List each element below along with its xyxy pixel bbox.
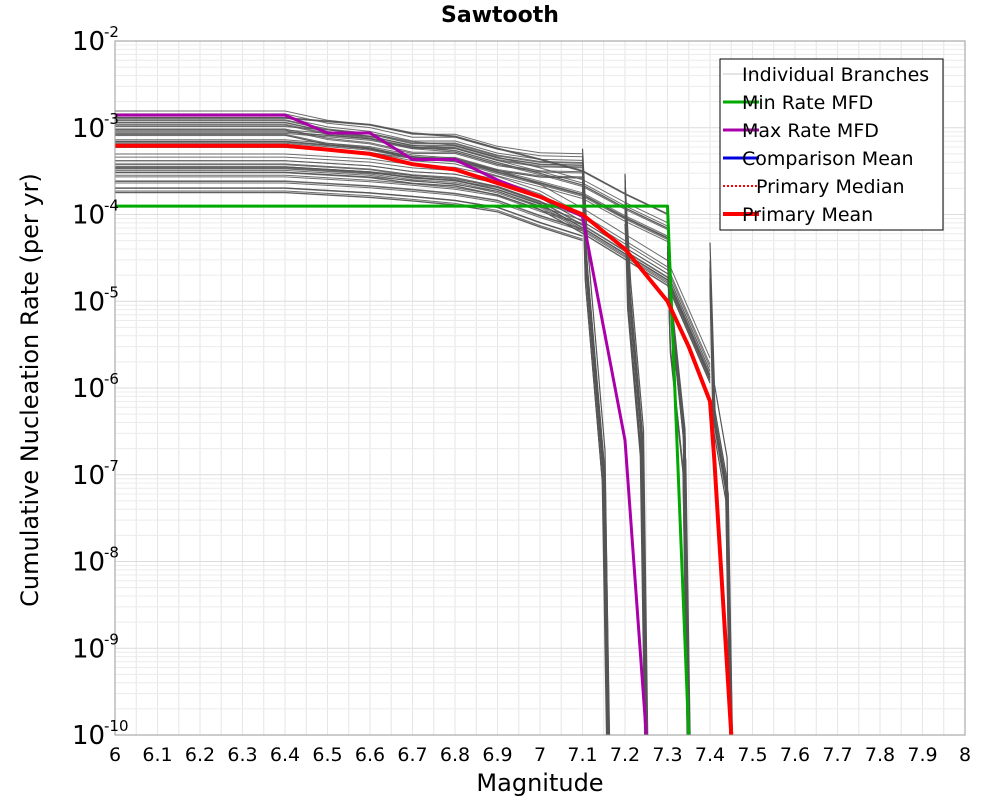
branch-line-branches-mid-upper [115, 142, 668, 240]
y-tick-exponent: -10 [104, 717, 129, 735]
y-tick-exponent: -9 [104, 630, 119, 648]
series-line-primary-mean [115, 143, 734, 736]
legend-label: Min Rate MFD [742, 92, 873, 114]
x-tick-label: 7.1 [567, 744, 597, 766]
legend-label: Primary Mean [742, 204, 873, 226]
branch-line-branches-lower [115, 187, 583, 237]
x-tick-label: 7.6 [780, 744, 810, 766]
branch-line-branches-upper [115, 110, 583, 155]
x-tick-label: 6.9 [482, 744, 512, 766]
y-axis-label: Cumulative Nucleation Rate (per yr) [16, 173, 44, 607]
chart-title: Sawtooth [441, 3, 559, 28]
x-tick-label: 7.9 [907, 744, 937, 766]
series-line-max-rate-mfd [115, 113, 648, 736]
x-tick-label: 6.4 [270, 744, 300, 766]
y-tick-exponent: -5 [104, 283, 119, 301]
x-tick-label: 7.5 [737, 744, 767, 766]
branch-line-branches-upper [115, 119, 583, 163]
x-tick-label: 6.3 [227, 744, 257, 766]
y-tick-exponent: -6 [104, 370, 119, 388]
branch-lines [115, 110, 733, 736]
branch-line-branches-lower [115, 181, 583, 230]
branch-drop-line-1 [624, 180, 649, 736]
branch-line-branches-mid-lower [115, 153, 711, 365]
x-tick-label: 7.8 [865, 744, 895, 766]
y-tick-label: 10 [72, 548, 105, 578]
y-tick-label: 10 [72, 114, 105, 144]
x-tick-label: 7.4 [695, 744, 725, 766]
y-tick-label: 10 [72, 27, 105, 57]
legend: Individual Branches Min Rate MFD Max Rate … [719, 58, 944, 231]
y-tick-exponent: -8 [104, 544, 119, 562]
branch-line-branches-lower [115, 190, 583, 240]
branch-line-branches-mid-upper [115, 131, 668, 229]
legend-label: Max Rate MFD [742, 120, 879, 142]
series-lines [115, 113, 734, 736]
x-tick-label: 6.2 [185, 744, 215, 766]
branch-line-branches-upper [115, 113, 583, 158]
branch-line-branches-lower [115, 180, 583, 230]
y-tick-exponent: -4 [104, 197, 119, 215]
branch-line-branches-lower [115, 166, 583, 216]
y-tick-label: 10 [72, 201, 105, 231]
x-tick-label: 7.7 [822, 744, 852, 766]
x-tick-label: 7.2 [610, 744, 640, 766]
x-tick-labels: 6 6.1 6.2 6.3 6.4 6.5 6.6 6.7 6.8 6.9 7 7.1 7.2 7.3 7.… [109, 744, 971, 766]
branch-line-branches-lower [115, 191, 583, 241]
branch-line-branches-lower [115, 182, 583, 232]
y-tick-label: 10 [72, 721, 105, 751]
branch-line-branches-mid-upper [115, 126, 668, 224]
branch-line-branches-lower [115, 176, 583, 226]
y-tick-exponent: -7 [104, 457, 119, 475]
legend-box [719, 58, 944, 231]
x-tick-label: 6.8 [440, 744, 470, 766]
y-tick-label: 10 [72, 374, 105, 404]
branch-line-branches-mid-upper [115, 132, 668, 231]
plot-border [114, 40, 966, 736]
legend-label: Primary Median [756, 176, 905, 198]
branch-line-branches-mid-upper [115, 117, 668, 215]
legend-label: Individual Branches [742, 64, 929, 86]
y-tick-labels: 10-210-310-410-510-610-710-810-910-10 [72, 23, 129, 751]
y-tick-label: 10 [72, 634, 105, 664]
branch-line-branches-mid-upper [115, 139, 668, 237]
legend-label: Comparison Mean [742, 148, 914, 170]
branch-drop-line-0 [581, 159, 608, 736]
y-tick-exponent: -3 [104, 110, 119, 128]
branch-line-branches-upper [115, 128, 583, 173]
branch-drop-line-0 [581, 148, 610, 736]
x-tick-label: 8 [959, 744, 971, 766]
y-tick-exponent: -2 [104, 23, 119, 41]
x-tick-label: 6.6 [355, 744, 385, 766]
x-tick-label: 6.7 [397, 744, 427, 766]
branch-line-branches-upper [115, 120, 583, 164]
branch-drop-line-3 [709, 280, 732, 736]
branch-drop-line-1 [624, 173, 646, 736]
y-tick-label: 10 [72, 461, 105, 491]
x-tick-label: 6.1 [142, 744, 172, 766]
y-tick-label: 10 [72, 287, 105, 317]
branch-line-branches-lower [115, 171, 583, 221]
x-tick-label: 7.3 [652, 744, 682, 766]
branch-line-branches-lower [115, 167, 583, 217]
series-line-min-rate-mfd [115, 204, 691, 736]
branch-line-branches-mid-lower [115, 166, 711, 379]
x-tick-label: 6.5 [312, 744, 342, 766]
x-tick-label: 6 [109, 744, 121, 766]
x-tick-label: 7 [534, 744, 546, 766]
x-axis-label: Magnitude [476, 769, 603, 797]
